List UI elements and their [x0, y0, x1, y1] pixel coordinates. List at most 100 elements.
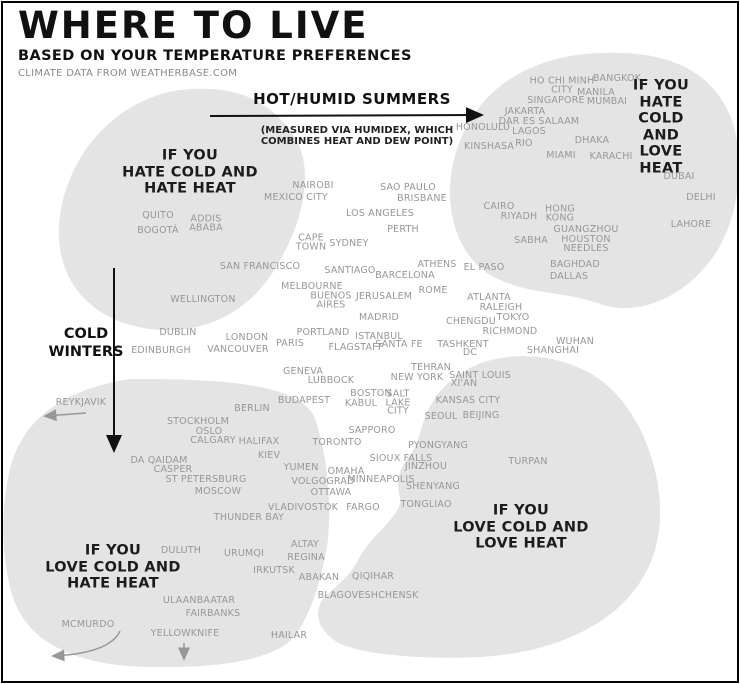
city-label: MEXICO CITY	[264, 191, 328, 203]
city-label: OMAHA	[327, 465, 365, 477]
city-label: SAPPORO	[348, 424, 396, 436]
city-label: YUMEN	[283, 461, 319, 473]
x-axis-label: HOT/HUMID SUMMERS	[253, 90, 451, 108]
city-label: CAIRO	[483, 200, 515, 212]
city-label: DULUTH	[160, 544, 202, 556]
city-label: XI'AN	[450, 377, 478, 389]
city-label: DALLAS	[549, 270, 589, 282]
city-label: FAIRBANKS	[185, 607, 241, 619]
city-label: OTTAWA	[310, 486, 352, 498]
city-label: SAN FRANCISCO	[219, 260, 301, 272]
city-label: ALTAY	[290, 538, 320, 550]
city-label: PORTLAND	[296, 326, 350, 338]
city-label: ISTANBUL	[355, 330, 403, 342]
city-label: CAPE TOWN	[295, 232, 327, 252]
city-label: FARGO	[346, 501, 380, 513]
city-label: BARCELONA	[375, 269, 435, 281]
city-label: IRKUTSK	[253, 564, 295, 576]
city-label: KANSAS CITY	[435, 394, 501, 406]
city-label: MIAMI	[546, 149, 576, 161]
city-label: SAO PAULO	[380, 181, 436, 193]
city-label: HO CHI MINH CITY	[529, 75, 595, 95]
city-label: CHENGDU	[446, 315, 496, 327]
city-label: KABUL	[344, 397, 378, 409]
city-label: ST PETERSBURG	[165, 473, 247, 485]
city-label: LONDON	[225, 331, 269, 343]
city-label: RICHMOND	[482, 325, 538, 337]
city-label: RIYADH	[500, 210, 538, 222]
city-label: VOLGOGRAD	[291, 475, 355, 487]
city-label: YELLOWKNIFE	[150, 627, 220, 639]
city-label: VANCOUVER	[207, 343, 269, 355]
y-axis-label: COLD WINTERS	[48, 326, 124, 360]
city-label: REYKJAVIK	[55, 396, 107, 408]
reykjavik-offchart-arrow	[43, 409, 87, 422]
city-label: HAILAR	[270, 629, 308, 641]
city-label: NAIROBI	[292, 179, 334, 191]
blob-hate-cold-hate-heat	[58, 88, 305, 331]
city-label: ATLANTA	[467, 291, 511, 303]
city-label: TURPAN	[508, 455, 548, 467]
city-label: DUBLIN	[159, 326, 197, 338]
city-label: QUITO	[142, 209, 174, 221]
city-label: TEHRAN	[411, 361, 451, 373]
region-label-love-cold-love-heat: IF YOU LOVE COLD AND LOVE HEAT	[453, 502, 589, 552]
city-label: MUMBAI	[586, 95, 628, 107]
city-label: PARIS	[275, 337, 305, 349]
city-label: BUDAPEST	[277, 394, 331, 406]
city-label: EDINBURGH	[131, 344, 191, 356]
city-label: CASPER	[153, 463, 193, 475]
page-title: WHERE TO LIVE	[18, 4, 369, 47]
hot-humid-summers-arrow	[209, 107, 484, 124]
city-label: HALIFAX	[238, 435, 280, 447]
city-label: BERLIN	[234, 402, 270, 414]
city-label: DHAKA	[574, 134, 610, 146]
city-label: KIEV	[257, 449, 281, 461]
city-label: DELHI	[686, 191, 716, 203]
city-label: SANTIAGO	[324, 264, 376, 276]
city-label: QIQIHAR	[351, 570, 395, 582]
city-label: URUMQI	[223, 547, 265, 559]
region-label-hate-cold-hate-heat: IF YOU HATE COLD AND HATE HEAT	[122, 147, 258, 197]
city-label: DAR ES SALAAM	[498, 115, 580, 127]
city-label: STOCKHOLM	[166, 415, 230, 427]
city-label: MINNEAPOLIS	[347, 473, 415, 485]
city-label: MANILA	[577, 86, 615, 98]
region-label-love-cold-hate-heat: IF YOU LOVE COLD AND HATE HEAT	[45, 542, 181, 592]
city-label: MADRID	[359, 311, 399, 323]
city-label: CALGARY	[190, 434, 236, 446]
city-label: JINZHOU	[404, 460, 448, 472]
city-label: WUHAN	[555, 335, 595, 347]
city-label: SAINT LOUIS	[449, 369, 511, 381]
city-label: REGINA	[287, 551, 325, 563]
city-label: RALEIGH	[479, 301, 523, 313]
city-label: PERTH	[387, 223, 419, 235]
city-label: GUANGZHOU	[553, 223, 619, 235]
city-label: THUNDER BAY	[213, 511, 285, 523]
city-label: BRISBANE	[397, 192, 447, 204]
city-label: SYDNEY	[329, 237, 369, 249]
city-label: SHENYANG	[406, 480, 460, 492]
city-label: GENEVA	[282, 365, 324, 377]
city-label: JERUSALEM	[355, 290, 413, 302]
city-label: FLAGSTAFF	[328, 341, 384, 353]
city-label: ADDIS ABABA	[189, 213, 223, 233]
city-label: MOSCOW	[194, 485, 242, 497]
city-label: RIO	[515, 137, 533, 149]
city-label: SIOUX FALLS	[369, 452, 433, 464]
city-label: TONGLIAO	[400, 498, 452, 510]
page-subtitle: BASED ON YOUR TEMPERATURE PREFERENCES	[18, 48, 412, 64]
city-label: BAGHDAD	[550, 258, 600, 270]
city-label: SANTA FE	[375, 338, 423, 350]
city-label: ROME	[418, 284, 448, 296]
city-label: ULAANBAATAR	[162, 594, 236, 606]
city-label: SINGAPORE	[527, 94, 585, 106]
city-label: DUBAI	[663, 170, 695, 182]
city-label: SHANGHAI	[526, 344, 580, 356]
city-label: ATHENS	[417, 258, 457, 270]
city-label: BOGOTÁ	[137, 224, 179, 236]
city-label: TOKYO	[496, 311, 530, 323]
city-label: BANGKOK	[592, 72, 642, 84]
data-source-credit: CLIMATE DATA FROM WEATHERBASE.COM	[18, 68, 238, 79]
